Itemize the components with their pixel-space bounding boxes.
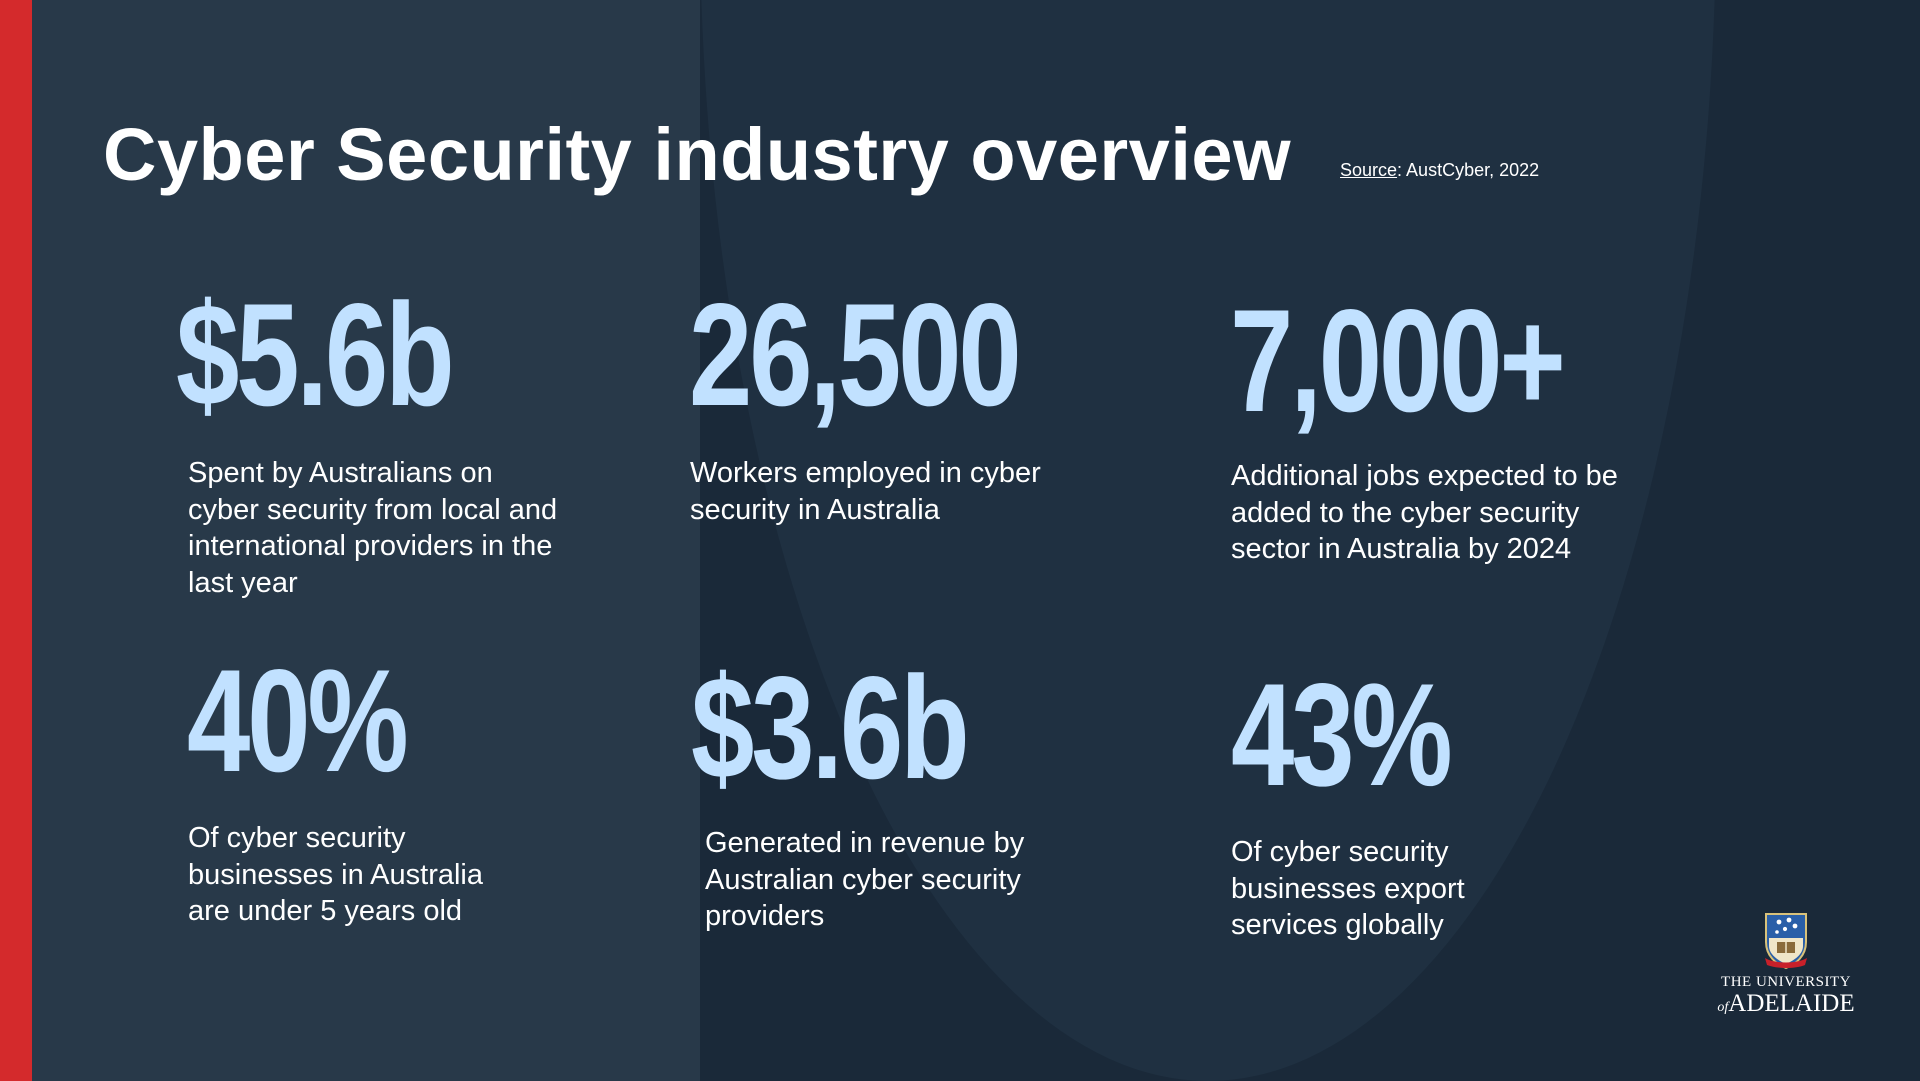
stat-value-jobs: 7,000+ [1230, 279, 1566, 442]
slide-title: Cyber Security industry overview [103, 113, 1292, 196]
stat-description-young-businesses: Of cyber security businesses in Australi… [188, 822, 483, 927]
stat-description-workers: Workers employed in cyber security in Au… [690, 457, 1041, 526]
logo-text-adelaide: ADELAIDE [1728, 990, 1855, 1017]
source-note: Source: AustCyber, 2022 [1340, 160, 1539, 181]
logo-text-line1: THE UNIVERSITY [1721, 974, 1851, 990]
logo-text-line2: ofADELAIDE [1716, 991, 1856, 1016]
stat-description-jobs: Additional jobs expected to be added to … [1231, 460, 1618, 565]
background-panel-left [0, 0, 700, 1081]
stat-value-workers: 26,500 [689, 273, 1022, 436]
accent-bar [0, 0, 32, 1081]
stat-value-exporters: 43% [1231, 653, 1453, 816]
stat-description-exporters: Of cyber security businesses export serv… [1231, 836, 1465, 941]
logo-text-of: of [1717, 1000, 1729, 1015]
stat-description-revenue: Generated in revenue by Australian cyber… [705, 827, 1025, 932]
source-label: Source [1340, 160, 1398, 180]
stat-value-young-businesses: 40% [187, 639, 409, 802]
stat-value-spend: $5.6b [176, 273, 455, 436]
source-text: : AustCyber, 2022 [1397, 160, 1540, 180]
crest-icon [1765, 913, 1807, 970]
stat-value-revenue: $3.6b [691, 646, 970, 809]
stat-description-spend: Spent by Australians on cyber security f… [188, 457, 558, 599]
university-logo: THE UNIVERSITY ofADELAIDE [1716, 912, 1856, 1016]
